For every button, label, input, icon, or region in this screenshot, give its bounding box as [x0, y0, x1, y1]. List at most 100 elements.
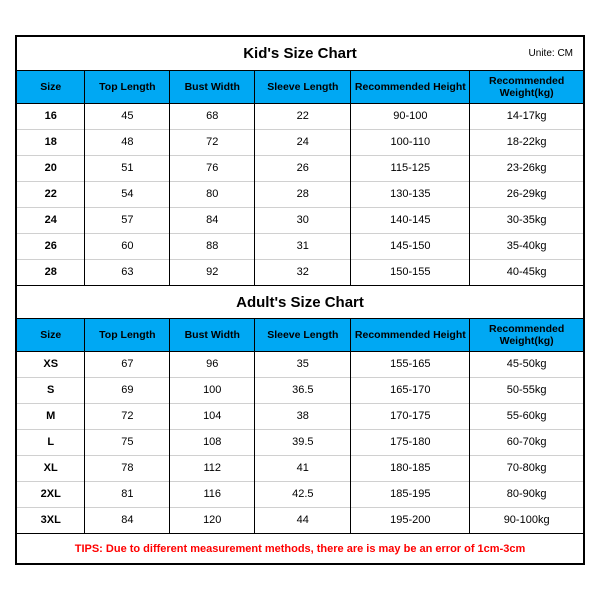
table-cell: 50-55kg — [470, 377, 583, 403]
table-cell: 16 — [17, 103, 85, 129]
table-cell: 3XL — [17, 507, 85, 533]
table-cell: 28 — [17, 259, 85, 285]
adults-chart-title: Adult's Size Chart — [236, 294, 364, 311]
table-cell: 72 — [85, 403, 170, 429]
table-cell: 14-17kg — [470, 103, 583, 129]
table-cell: 104 — [170, 403, 255, 429]
table-cell: 84 — [170, 207, 255, 233]
table-row: 18487224100-11018-22kg — [17, 129, 583, 155]
table-cell: 18 — [17, 129, 85, 155]
table-cell: 45 — [85, 103, 170, 129]
table-cell: 51 — [85, 155, 170, 181]
table-cell: 150-155 — [351, 259, 470, 285]
table-cell: 96 — [170, 351, 255, 377]
table-cell: 32 — [255, 259, 351, 285]
col-bust-width: Bust Width — [170, 71, 255, 103]
table-cell: 22 — [255, 103, 351, 129]
table-cell: 28 — [255, 181, 351, 207]
table-cell: 42.5 — [255, 481, 351, 507]
table-header-row: Size Top Length Bust Width Sleeve Length… — [17, 319, 583, 351]
size-chart-card: Kid's Size Chart Unite: CM Size Top Leng… — [15, 35, 585, 565]
table-cell: 155-165 — [351, 351, 470, 377]
table-cell: 175-180 — [351, 429, 470, 455]
table-cell: 26 — [255, 155, 351, 181]
col-size: Size — [17, 319, 85, 351]
table-cell: 81 — [85, 481, 170, 507]
col-sleeve-length: Sleeve Length — [255, 319, 351, 351]
table-cell: 60 — [85, 233, 170, 259]
col-top-length: Top Length — [85, 71, 170, 103]
table-cell: 44 — [255, 507, 351, 533]
table-cell: 23-26kg — [470, 155, 583, 181]
table-header-row: Size Top Length Bust Width Sleeve Length… — [17, 71, 583, 103]
table-cell: 24 — [255, 129, 351, 155]
table-cell: 90-100 — [351, 103, 470, 129]
table-cell: 170-175 — [351, 403, 470, 429]
table-row: 1645682290-10014-17kg — [17, 103, 583, 129]
table-cell: M — [17, 403, 85, 429]
table-cell: 38 — [255, 403, 351, 429]
table-cell: 100 — [170, 377, 255, 403]
table-cell: 78 — [85, 455, 170, 481]
table-cell: 35 — [255, 351, 351, 377]
table-cell: 67 — [85, 351, 170, 377]
table-cell: XS — [17, 351, 85, 377]
table-cell: 69 — [85, 377, 170, 403]
tips-note: TIPS: Due to different measurement metho… — [17, 533, 583, 563]
table-row: S6910036.5165-17050-55kg — [17, 377, 583, 403]
col-rec-height: Recommended Height — [351, 71, 470, 103]
table-cell: 35-40kg — [470, 233, 583, 259]
table-cell: 195-200 — [351, 507, 470, 533]
table-row: 2XL8111642.5185-19580-90kg — [17, 481, 583, 507]
kids-size-table: Size Top Length Bust Width Sleeve Length… — [17, 71, 583, 285]
table-row: 24578430140-14530-35kg — [17, 207, 583, 233]
table-cell: 112 — [170, 455, 255, 481]
table-cell: 80 — [170, 181, 255, 207]
table-cell: 90-100kg — [470, 507, 583, 533]
table-cell: L — [17, 429, 85, 455]
table-cell: 30 — [255, 207, 351, 233]
table-row: 22548028130-13526-29kg — [17, 181, 583, 207]
table-cell: 39.5 — [255, 429, 351, 455]
table-cell: 130-135 — [351, 181, 470, 207]
table-cell: 31 — [255, 233, 351, 259]
kids-title-row: Kid's Size Chart Unite: CM — [17, 37, 583, 71]
table-row: 3XL8412044195-20090-100kg — [17, 507, 583, 533]
adults-title-row: Adult's Size Chart — [17, 285, 583, 319]
table-cell: 41 — [255, 455, 351, 481]
table-cell: 115-125 — [351, 155, 470, 181]
table-cell: 60-70kg — [470, 429, 583, 455]
table-cell: 57 — [85, 207, 170, 233]
table-cell: 165-170 — [351, 377, 470, 403]
adults-size-table: Size Top Length Bust Width Sleeve Length… — [17, 319, 583, 533]
col-rec-height: Recommended Height — [351, 319, 470, 351]
table-cell: 30-35kg — [470, 207, 583, 233]
table-cell: 68 — [170, 103, 255, 129]
col-top-length: Top Length — [85, 319, 170, 351]
table-cell: 24 — [17, 207, 85, 233]
table-row: 20517626115-12523-26kg — [17, 155, 583, 181]
table-cell: 26-29kg — [470, 181, 583, 207]
table-cell: 120 — [170, 507, 255, 533]
table-cell: 116 — [170, 481, 255, 507]
kids-tbody: 1645682290-10014-17kg18487224100-11018-2… — [17, 103, 583, 285]
table-cell: 100-110 — [351, 129, 470, 155]
table-cell: 54 — [85, 181, 170, 207]
table-cell: 70-80kg — [470, 455, 583, 481]
table-row: XS679635155-16545-50kg — [17, 351, 583, 377]
col-rec-weight: Recommended Weight(kg) — [470, 319, 583, 351]
table-row: 26608831145-15035-40kg — [17, 233, 583, 259]
table-cell: 48 — [85, 129, 170, 155]
col-sleeve-length: Sleeve Length — [255, 71, 351, 103]
table-cell: 185-195 — [351, 481, 470, 507]
table-cell: 180-185 — [351, 455, 470, 481]
table-cell: 76 — [170, 155, 255, 181]
table-cell: 36.5 — [255, 377, 351, 403]
table-cell: S — [17, 377, 85, 403]
col-size: Size — [17, 71, 85, 103]
adults-tbody: XS679635155-16545-50kgS6910036.5165-1705… — [17, 351, 583, 533]
table-cell: 26 — [17, 233, 85, 259]
col-rec-weight: Recommended Weight(kg) — [470, 71, 583, 103]
table-cell: 145-150 — [351, 233, 470, 259]
table-cell: 84 — [85, 507, 170, 533]
